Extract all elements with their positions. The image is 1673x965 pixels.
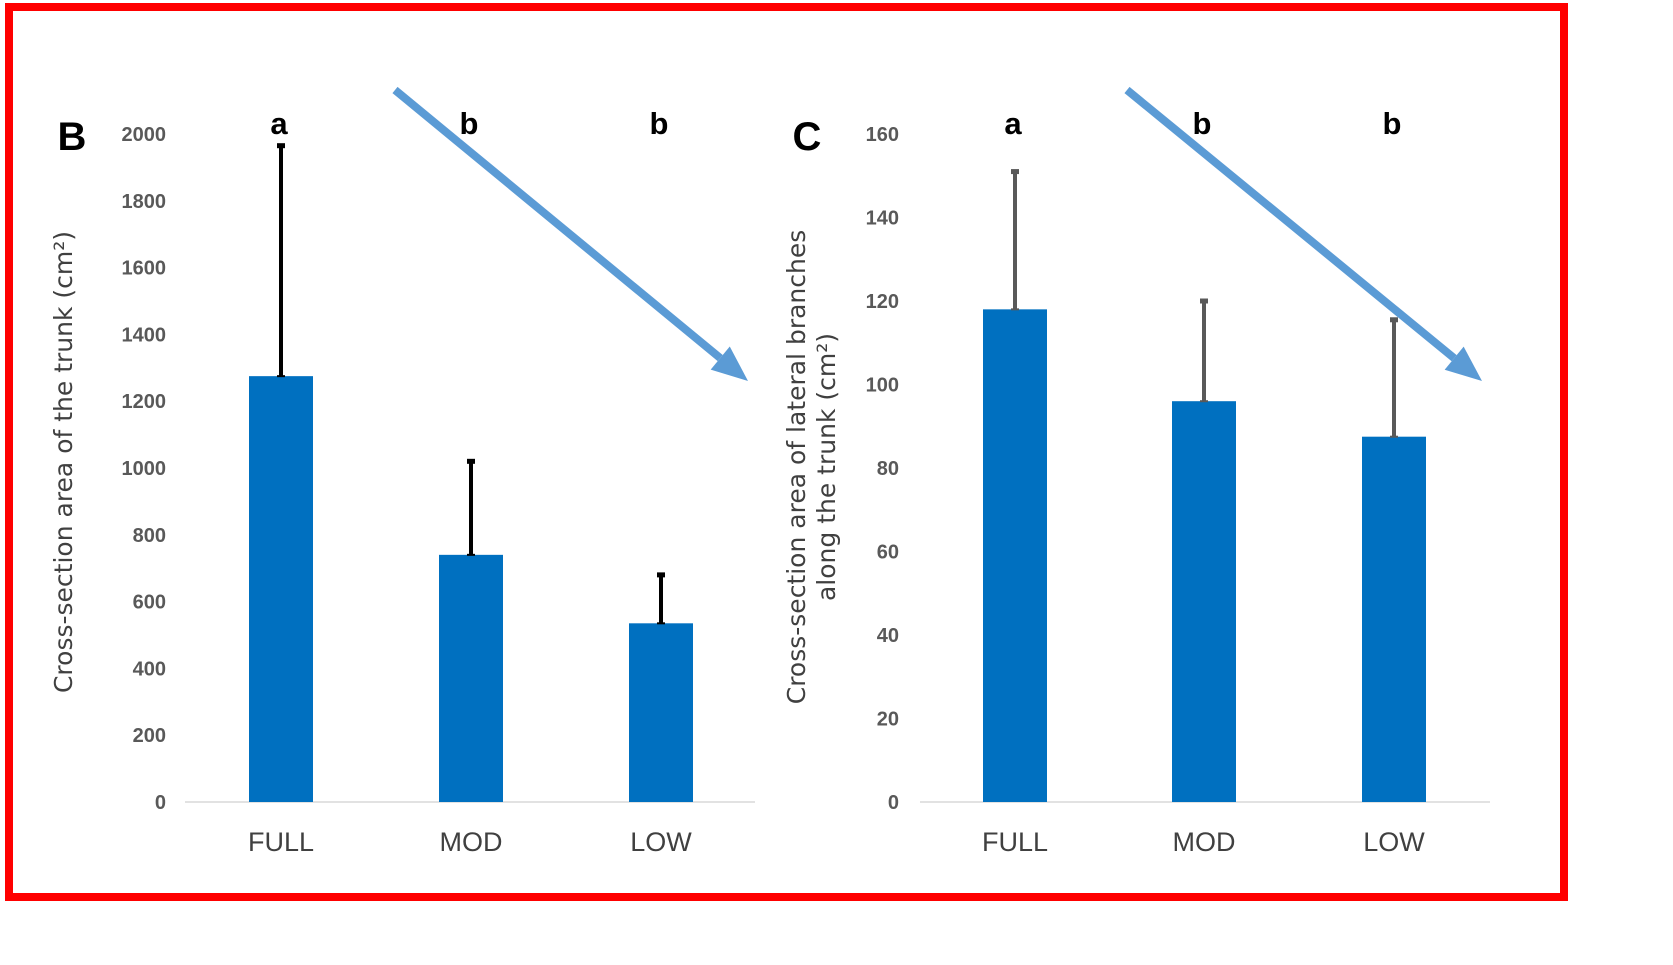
y-axis-label: Cross-section area of lateral branches <box>782 230 811 705</box>
y-tick-label: 600 <box>133 592 166 614</box>
y-tick-label: 40 <box>877 625 899 647</box>
y-axis-label: along the trunk (cm²) <box>812 333 841 601</box>
category-label: FULL <box>248 827 314 857</box>
y-tick-label: 0 <box>888 792 899 814</box>
y-tick-label: 400 <box>133 658 166 680</box>
y-tick-label: 2000 <box>122 124 167 146</box>
y-tick-label: 140 <box>866 208 899 230</box>
y-tick-label: 1800 <box>122 191 167 213</box>
significance-letter: a <box>1004 106 1022 141</box>
y-tick-label: 160 <box>866 124 899 146</box>
y-tick-label: 20 <box>877 709 899 731</box>
y-axis-label: Cross-section area of the trunk (cm²) <box>49 231 78 693</box>
y-tick-label: 1200 <box>122 391 167 413</box>
y-tick-label: 120 <box>866 291 899 313</box>
trend-arrow-shaft <box>392 86 723 362</box>
y-tick-label: 100 <box>866 375 899 397</box>
figure-frame <box>5 3 1568 901</box>
category-label: MOD <box>440 827 503 857</box>
category-label: FULL <box>982 827 1048 857</box>
bar-low <box>629 623 693 802</box>
y-tick-label: 1000 <box>122 458 167 480</box>
bar-full <box>249 376 313 802</box>
y-tick-label: 60 <box>877 542 899 564</box>
y-tick-label: 80 <box>877 458 899 480</box>
y-tick-label: 1600 <box>122 258 167 280</box>
bar-mod <box>1172 401 1236 802</box>
y-tick-label: 0 <box>155 792 166 814</box>
significance-letter: b <box>1193 106 1212 141</box>
significance-letter: b <box>460 106 479 141</box>
significance-letter: b <box>1383 106 1402 141</box>
trend-arrow-head <box>710 346 748 381</box>
trend-arrow-shaft <box>1124 86 1457 362</box>
category-label: MOD <box>1173 827 1236 857</box>
trend-arrow-head <box>1444 346 1482 381</box>
panel-label: B <box>58 115 87 159</box>
y-tick-label: 1400 <box>122 324 167 346</box>
panel-label: C <box>793 115 822 159</box>
y-tick-label: 800 <box>133 525 166 547</box>
category-label: LOW <box>1363 827 1425 857</box>
bar-low <box>1362 436 1426 802</box>
bar-full <box>983 309 1047 802</box>
category-label: LOW <box>630 827 692 857</box>
y-tick-label: 200 <box>133 725 166 747</box>
significance-letter: a <box>270 106 288 141</box>
significance-letter: b <box>650 106 669 141</box>
bar-mod <box>439 554 503 802</box>
